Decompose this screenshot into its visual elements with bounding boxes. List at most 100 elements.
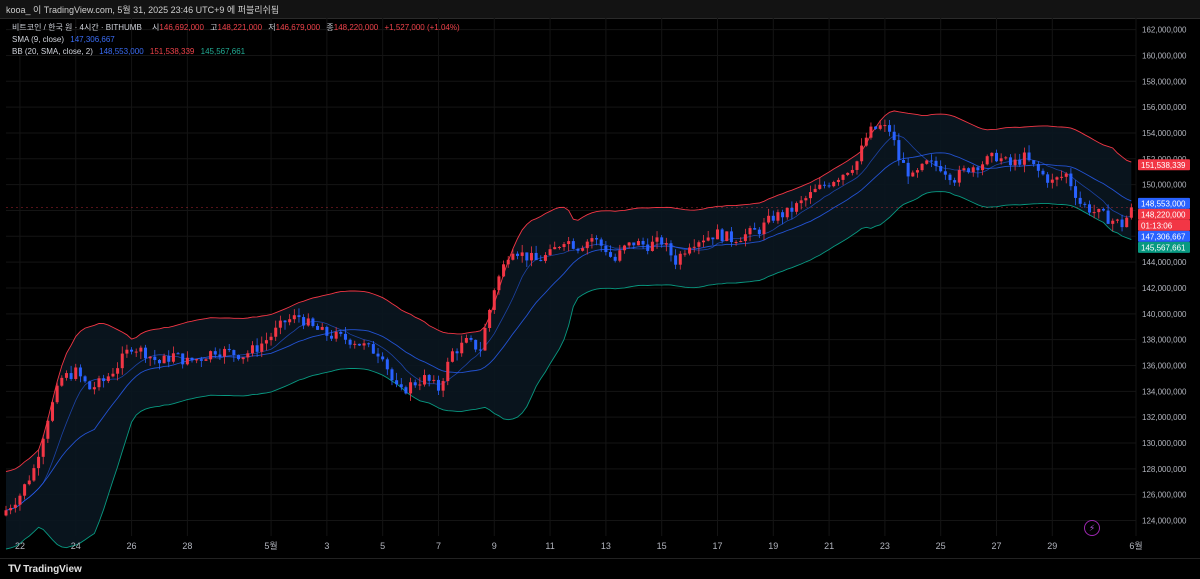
candle-body (999, 158, 1003, 162)
candle-body (292, 315, 296, 320)
candle-body (543, 255, 547, 261)
y-tick-label: 140,000,000 (1142, 310, 1187, 319)
candle-body (502, 264, 506, 277)
candle-body (906, 162, 910, 177)
candle-body (953, 180, 957, 183)
candle-body (943, 171, 947, 175)
candle-body (250, 345, 254, 354)
candle-body (213, 351, 217, 355)
x-tick-label: 17 (712, 541, 722, 551)
candle-body (143, 347, 148, 359)
candle-body (1064, 173, 1068, 177)
tradingview-logo[interactable]: TV TradingView (8, 563, 82, 575)
price-tag (1138, 159, 1190, 171)
candle-body (613, 256, 617, 261)
candle-body (32, 468, 36, 481)
candle-body (692, 246, 696, 248)
sma-row: SMA (9, close) 147,306,667 (12, 34, 460, 46)
candle-body (1018, 159, 1022, 165)
candle-body (767, 215, 771, 223)
chart-area[interactable]: 124,000,000 126,000,000 128,000,000 130,000… (0, 18, 1200, 558)
chart-legend: 비트코인 / 한국 원 · 4시간 · BITHUMB 시146,692,000… (12, 22, 460, 58)
bb-lower-value: 145,567,661 (200, 47, 246, 56)
x-tick-label: 15 (657, 541, 667, 551)
candle-body (27, 480, 31, 485)
candle-body (622, 245, 626, 251)
candle-body (88, 381, 92, 390)
candle-body (1036, 164, 1040, 171)
candle-body (1004, 157, 1008, 159)
bb-basis-value: 148,553,000 (99, 47, 144, 56)
candle-body (632, 242, 636, 246)
candle-body (706, 237, 710, 241)
y-tick-label: 150,000,000 (1142, 181, 1187, 190)
y-tick-label: 134,000,000 (1142, 387, 1187, 396)
x-tick-label: 26 (127, 541, 137, 551)
candle-body (939, 166, 943, 172)
candle-body (390, 369, 394, 381)
x-tick-label: 22 (15, 541, 25, 551)
price-tag (1138, 219, 1190, 231)
candle-body (562, 244, 566, 248)
y-tick-label: 138,000,000 (1142, 336, 1187, 345)
open-label: 시 (152, 23, 160, 32)
candle-body (832, 182, 836, 187)
candle-body (878, 125, 882, 129)
price-tag (1138, 197, 1190, 209)
candle-body (325, 326, 329, 336)
candle-body (74, 367, 78, 379)
candle-body (18, 495, 22, 505)
candle-body (157, 359, 161, 364)
candle-body (209, 351, 213, 360)
candle-body (781, 212, 785, 218)
candle-body (776, 212, 780, 221)
candle-body (683, 253, 687, 255)
candle-body (464, 338, 468, 343)
candle-body (604, 245, 608, 253)
candle-body (139, 347, 143, 352)
candle-body (753, 228, 757, 230)
candle-body (822, 184, 826, 186)
candle-body (860, 145, 864, 162)
bb-upper-line (5, 110, 1132, 472)
candle-body (450, 351, 454, 362)
candle-body (994, 152, 999, 162)
candle-body (320, 326, 324, 330)
candle-body (13, 504, 17, 508)
price-tag (1138, 241, 1190, 253)
y-tick-label: 132,000,000 (1142, 413, 1187, 422)
candle-body (432, 379, 436, 381)
sma-label: SMA (9, close) (12, 35, 65, 44)
candle-body (278, 320, 282, 328)
tradingview-logo-icon: TV (8, 563, 21, 575)
candle-body (664, 243, 668, 245)
candle-body (232, 350, 236, 356)
candle-body (50, 402, 55, 421)
candle-body (581, 248, 585, 251)
candle-body (441, 381, 445, 391)
candle-body (478, 349, 482, 351)
bb-upper-value: 151,538,339 (149, 47, 195, 56)
candle-body (529, 252, 533, 261)
candle-body (367, 343, 371, 345)
y-tick-label: 160,000,000 (1142, 51, 1187, 60)
candle-body (897, 140, 901, 161)
candle-body (804, 198, 808, 201)
candle-body (655, 237, 659, 242)
lightning-icon[interactable]: ⚡ (1084, 520, 1100, 536)
candle-body (423, 375, 427, 385)
x-tick-label: 29 (1047, 541, 1057, 551)
candle-body (799, 200, 803, 204)
candle-body (585, 241, 589, 249)
candle-body (1041, 170, 1045, 175)
candle-body (353, 343, 357, 345)
candle-body (1097, 208, 1101, 213)
candle-body (330, 335, 334, 339)
candle-body (1125, 217, 1129, 228)
candle-body (246, 353, 250, 358)
candle-body (78, 367, 82, 377)
price-chart[interactable]: 124,000,000 126,000,000 128,000,000 130,000… (0, 18, 1200, 558)
price-tag (1138, 208, 1190, 220)
candle-body (446, 361, 450, 382)
x-tick-label: 9 (492, 541, 497, 551)
